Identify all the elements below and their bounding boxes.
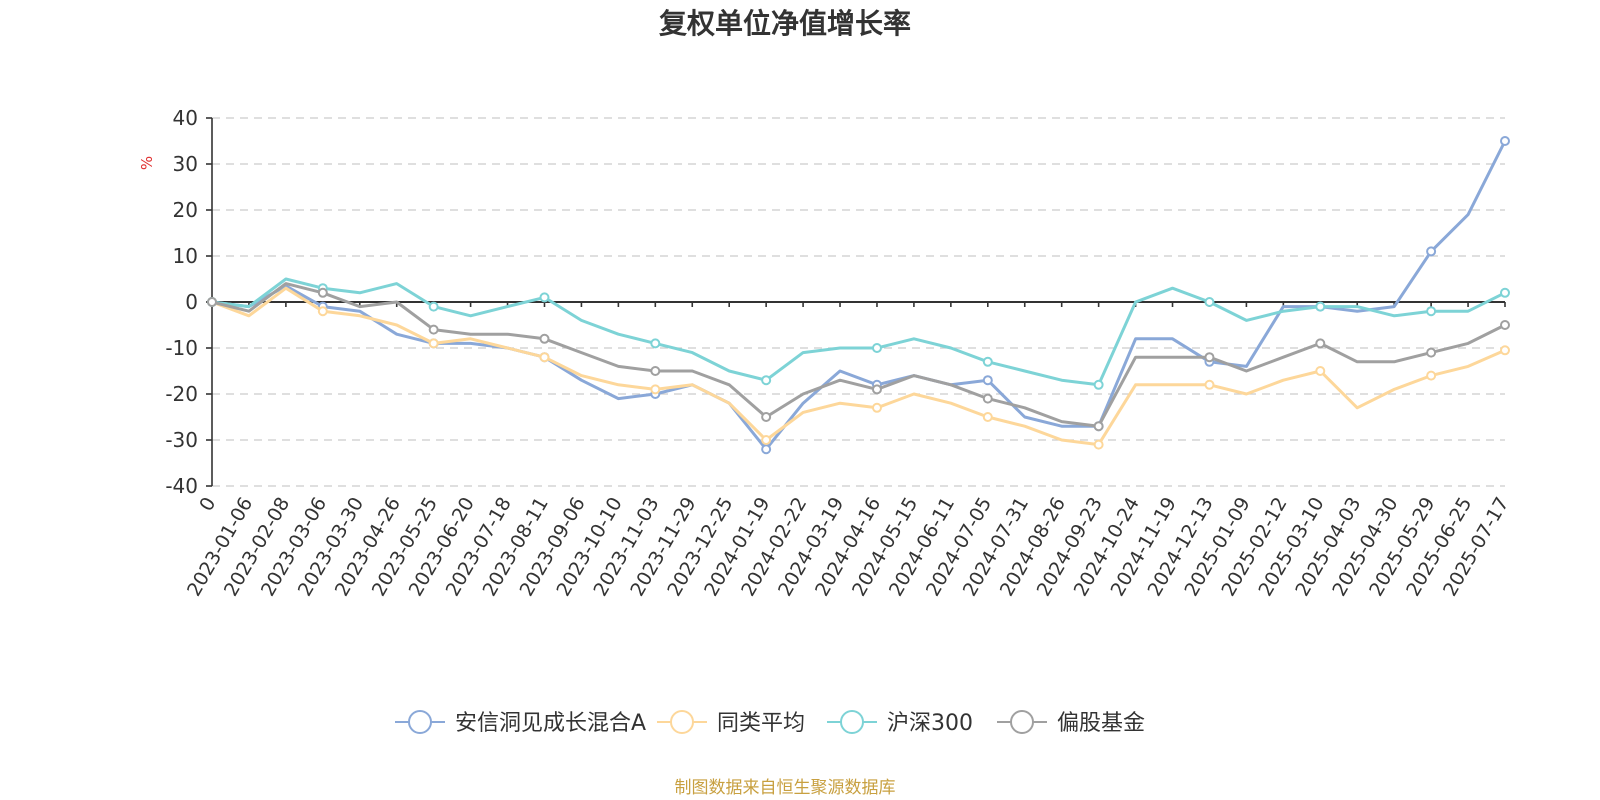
data-point [1426, 370, 1437, 381]
series-line [210, 277, 1507, 387]
data-point [428, 324, 439, 335]
legend-label: 沪深300 [887, 711, 973, 736]
data-point [761, 412, 772, 422]
data-point [871, 384, 882, 395]
series-line [210, 282, 1507, 428]
legend-item[interactable]: 沪深300 [827, 710, 973, 736]
y-tick-label: 40 [173, 106, 198, 130]
legend-marker [670, 710, 694, 734]
data-point [1426, 347, 1437, 358]
data-point [1204, 297, 1215, 307]
data-point [650, 384, 661, 395]
data-point [1093, 379, 1104, 390]
series-line [210, 286, 1507, 447]
data-point [982, 412, 993, 422]
data-point [982, 356, 993, 367]
data-point [1500, 345, 1510, 356]
legend-label: 同类平均 [717, 711, 805, 736]
data-point [982, 375, 993, 386]
y-tick-label: -30 [165, 428, 198, 452]
y-axis-unit-label: % [138, 156, 156, 170]
data-point [761, 375, 772, 386]
y-tick-label: 20 [173, 198, 198, 222]
series-2 [207, 286, 1510, 450]
data-point [428, 301, 439, 312]
axis-layer: 403020100-10-20-30-4002023-01-062023-02-… [165, 106, 1513, 600]
data-point [1315, 366, 1326, 376]
y-tick-label: -10 [165, 336, 198, 360]
legend-item[interactable]: 偏股基金 [997, 710, 1145, 736]
data-point [539, 352, 550, 363]
y-tick-label: 30 [173, 152, 198, 176]
y-tick-label: 10 [173, 244, 198, 268]
legend-marker [840, 710, 864, 734]
chart-title: 复权单位净值增长率 [659, 7, 911, 40]
data-point [1426, 246, 1437, 257]
data-point [871, 343, 882, 353]
legend[interactable]: 安信洞见成长混合A 同类平均 沪深300 偏股基金 [395, 710, 1145, 736]
data-point [539, 292, 550, 303]
y-tick-label: 0 [185, 290, 198, 314]
data-point [1500, 136, 1510, 146]
y-tick-label: -20 [165, 382, 198, 406]
series-layer [207, 136, 1510, 455]
data-point [982, 393, 993, 404]
data-point [1204, 352, 1215, 363]
data-point [539, 333, 550, 344]
legend-marker [1010, 710, 1034, 734]
data-point [1426, 306, 1437, 317]
legend-label: 偏股基金 [1057, 711, 1145, 736]
data-point [1500, 320, 1510, 330]
series-4 [207, 282, 1510, 432]
data-point [317, 287, 328, 298]
data-point [317, 306, 328, 317]
data-point [650, 366, 661, 376]
data-point [428, 338, 439, 349]
data-point [1315, 301, 1326, 312]
legend-item[interactable]: 同类平均 [657, 710, 805, 736]
data-point [1315, 338, 1326, 349]
legend-item[interactable]: 安信洞见成长混合A [395, 710, 646, 736]
legend-label: 安信洞见成长混合A [455, 711, 646, 736]
source-note: 制图数据来自恒生聚源数据库 [675, 778, 896, 798]
legend-marker [408, 710, 432, 734]
y-tick-label: -40 [165, 474, 198, 498]
x-tick-label: 0 [195, 494, 220, 515]
series-line [210, 139, 1507, 451]
data-point [207, 297, 217, 307]
data-point [1500, 287, 1510, 298]
data-point [761, 444, 772, 455]
data-point [761, 435, 772, 445]
data-point [1204, 379, 1215, 390]
data-point [871, 402, 882, 413]
data-point [1093, 439, 1104, 450]
data-point [1093, 421, 1104, 432]
data-point [650, 338, 661, 349]
series-3 [207, 277, 1510, 390]
